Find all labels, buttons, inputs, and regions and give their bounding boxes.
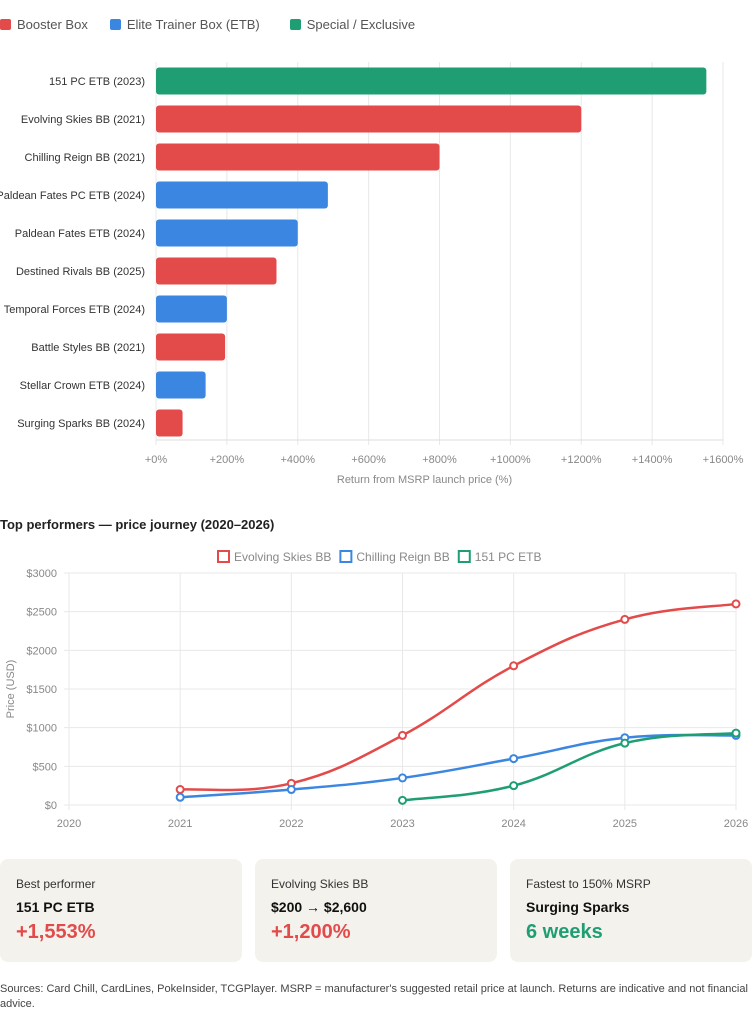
data-point xyxy=(175,785,185,795)
x-tick-label: +1200% xyxy=(561,454,602,466)
bar xyxy=(156,409,183,437)
data-point xyxy=(731,599,741,609)
x-axis-title: Return from MSRP launch price (%) xyxy=(337,474,512,486)
bar xyxy=(156,219,298,247)
category-label: Destined Rivals BB (2025) xyxy=(16,266,145,278)
category-label: Temporal Forces ETB (2024) xyxy=(4,304,145,316)
bar xyxy=(156,105,582,133)
legend-swatch xyxy=(217,550,230,563)
y-tick-label: $2500 xyxy=(26,607,57,619)
x-tick-label: +1400% xyxy=(632,454,673,466)
y-tick-label: $2000 xyxy=(26,645,57,657)
legend-swatch xyxy=(457,550,471,563)
legend-booster-box[interactable]: Booster Box xyxy=(0,17,88,32)
x-tick-label: 2021 xyxy=(168,818,192,830)
x-tick-label: +400% xyxy=(280,454,315,466)
sources-footer: Sources: Card Chill, CardLines, PokeInsi… xyxy=(0,983,748,1010)
bar xyxy=(156,143,440,171)
legend-label: 151 PC ETB xyxy=(475,550,542,564)
bar-chart: +0% +200% +400% +600% +800% +1000% +1200% +1400… xyxy=(0,62,744,486)
legend-label: Chilling Reign BB xyxy=(356,550,449,564)
y-axis-title: Price (USD) xyxy=(5,660,17,719)
x-tick-label: 2020 xyxy=(57,818,81,830)
legend-label: Special / Exclusive xyxy=(306,17,416,32)
x-tick-label: +800% xyxy=(422,454,457,466)
data-point xyxy=(509,661,519,671)
legend-swatch xyxy=(109,19,121,30)
category-label: Paldean Fates ETB (2024) xyxy=(15,228,145,240)
series-line xyxy=(402,731,737,802)
card-label: Evolving Skies BB xyxy=(271,877,369,891)
stat-card-evolving-skies: Evolving Skies BB $200 → $2,600 +1,200% xyxy=(255,859,497,962)
data-point xyxy=(731,728,741,738)
stat-cards: Best performer 151 PC ETB +1,553% Evolvi… xyxy=(0,859,752,962)
y-tick-label: $500 xyxy=(33,761,57,773)
data-point xyxy=(398,773,407,783)
legend-etb[interactable]: Elite Trainer Box (ETB) xyxy=(109,17,260,32)
category-label: Stellar Crown ETB (2024) xyxy=(20,380,145,392)
y-tick-label: $1000 xyxy=(26,723,57,735)
legend-swatch xyxy=(339,550,353,563)
y-tick-label: $0 xyxy=(45,800,57,812)
card-label: Best performer xyxy=(16,877,96,891)
x-tick-label: 2023 xyxy=(390,818,414,830)
card-label: Fastest to 150% MSRP xyxy=(526,877,651,891)
card-value: 151 PC ETB xyxy=(16,899,95,915)
series-line xyxy=(180,602,737,792)
bar xyxy=(156,67,707,95)
x-tick-label: +1600% xyxy=(703,454,744,466)
bar xyxy=(156,295,227,323)
bar xyxy=(156,257,277,285)
bar-legend: Booster Box Elite Trainer Box (ETB) Spec… xyxy=(0,17,415,32)
x-tick-label: 2024 xyxy=(501,818,525,830)
card-value: Surging Sparks xyxy=(526,899,630,915)
category-label: Chilling Reign BB (2021) xyxy=(25,152,145,164)
series-line xyxy=(180,733,737,799)
stat-card-best-performer: Best performer 151 PC ETB +1,553% xyxy=(0,859,242,962)
category-label: Evolving Skies BB (2021) xyxy=(21,114,145,126)
legend-swatch xyxy=(289,19,301,30)
category-label: Battle Styles BB (2021) xyxy=(31,342,145,354)
data-point xyxy=(620,738,630,748)
bar xyxy=(156,181,328,209)
card-highlight: +1,553% xyxy=(16,921,96,943)
data-point xyxy=(509,781,519,791)
data-point xyxy=(509,754,519,764)
x-tick-label: +0% xyxy=(145,454,168,466)
x-tick-label: 2025 xyxy=(613,818,637,830)
legend-label: Booster Box xyxy=(17,17,88,32)
line-chart-title: Top performers — price journey (2020–202… xyxy=(0,517,275,532)
legend-special[interactable]: Special / Exclusive xyxy=(289,17,416,32)
data-point xyxy=(398,795,407,805)
category-label: Surging Sparks BB (2024) xyxy=(17,418,145,430)
category-label: 151 PC ETB (2023) xyxy=(49,76,145,88)
bar xyxy=(156,371,206,399)
card-value: $200 → $2,600 xyxy=(271,899,367,915)
card-highlight: +1,200% xyxy=(271,921,351,943)
y-tick-label: $1500 xyxy=(26,684,57,696)
bar xyxy=(156,333,226,361)
card-highlight: 6 weeks xyxy=(526,921,603,943)
data-point xyxy=(286,785,296,795)
line-chart: $0 $500 $1000 $1500 $2000 $2500 $3000 2020 2021 2… xyxy=(5,550,748,830)
x-tick-label: +200% xyxy=(210,454,245,466)
x-tick-label: 2026 xyxy=(724,818,748,830)
x-tick-label: +1000% xyxy=(490,454,531,466)
legend-label: Evolving Skies BB xyxy=(234,550,331,564)
data-point xyxy=(620,614,630,624)
x-tick-label: +600% xyxy=(351,454,386,466)
data-point xyxy=(175,792,185,802)
category-label: Paldean Fates PC ETB (2024) xyxy=(0,190,145,202)
legend-swatch xyxy=(0,19,11,30)
y-tick-label: $3000 xyxy=(26,568,57,580)
x-tick-label: 2022 xyxy=(279,818,303,830)
stat-card-fastest: Fastest to 150% MSRP Surging Sparks 6 we… xyxy=(510,859,752,962)
legend-label: Elite Trainer Box (ETB) xyxy=(126,17,260,32)
data-point xyxy=(398,730,407,740)
